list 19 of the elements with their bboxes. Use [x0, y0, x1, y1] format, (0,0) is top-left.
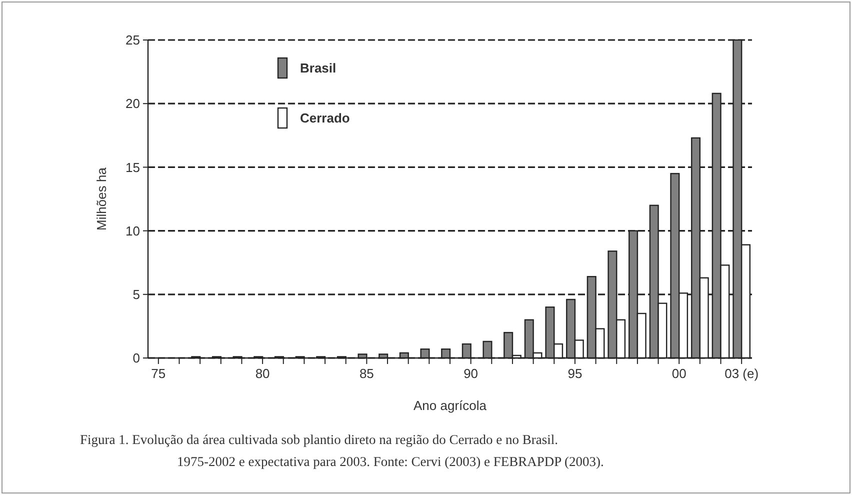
text: 1975-2002 e expectativa para 2003. Fonte: Cervi (2003) e FEBRAPDP (2003).: [177, 454, 604, 469]
text: Figura 1. Evolução da área cultivada sob plantio direto na região do Cerrado e no Brasil.: [80, 432, 558, 447]
x-tick-label: 95: [568, 366, 582, 381]
y-tick-label: 10: [126, 223, 140, 238]
y-tick-label: 15: [126, 160, 140, 175]
x-tick-label: 80: [255, 366, 270, 381]
legend-label: Cerrado: [300, 110, 350, 126]
x-tick-label: 85: [359, 366, 374, 381]
x-tick-label: 03 (e): [724, 366, 759, 381]
y-tick-label: 0: [132, 350, 140, 366]
y-tick-label: 5: [132, 286, 140, 302]
x-tick-label: 75: [151, 366, 166, 381]
y-axis-title: Milhões ha: [94, 166, 109, 230]
y-tick-label: 20: [126, 96, 140, 112]
legend-label: Brasil: [300, 60, 336, 76]
y-tick-label: 25: [126, 32, 140, 48]
x-tick-label: 00: [672, 366, 686, 381]
x-tick-label: 90: [464, 366, 478, 381]
x-axis-title: Ano agrícola: [414, 398, 488, 413]
